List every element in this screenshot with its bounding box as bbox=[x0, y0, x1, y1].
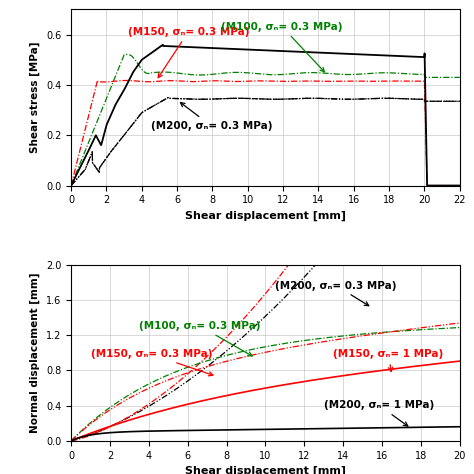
Text: (M200, σₙ= 0.3 MPa): (M200, σₙ= 0.3 MPa) bbox=[275, 281, 397, 306]
Text: (M150, σₙ= 1 MPa): (M150, σₙ= 1 MPa) bbox=[333, 349, 444, 372]
Text: (M200, σₙ= 0.3 MPa): (M200, σₙ= 0.3 MPa) bbox=[151, 102, 272, 131]
Text: (M100, σₙ= 0.3 MPa): (M100, σₙ= 0.3 MPa) bbox=[139, 321, 261, 356]
Text: (M100, σₙ= 0.3 MPa): (M100, σₙ= 0.3 MPa) bbox=[221, 22, 343, 72]
X-axis label: Shear displacement [mm]: Shear displacement [mm] bbox=[185, 466, 346, 474]
X-axis label: Shear displacement [mm]: Shear displacement [mm] bbox=[185, 211, 346, 221]
Y-axis label: Normal displacement [mm]: Normal displacement [mm] bbox=[30, 273, 40, 433]
Text: (M150, σₙ= 0.3 MPa): (M150, σₙ= 0.3 MPa) bbox=[128, 27, 249, 78]
Text: (M200, σₙ= 1 MPa): (M200, σₙ= 1 MPa) bbox=[324, 400, 434, 426]
Text: (M150, σₙ= 0.3 MPa): (M150, σₙ= 0.3 MPa) bbox=[91, 349, 213, 376]
Y-axis label: Shear stress [MPa]: Shear stress [MPa] bbox=[30, 42, 40, 153]
